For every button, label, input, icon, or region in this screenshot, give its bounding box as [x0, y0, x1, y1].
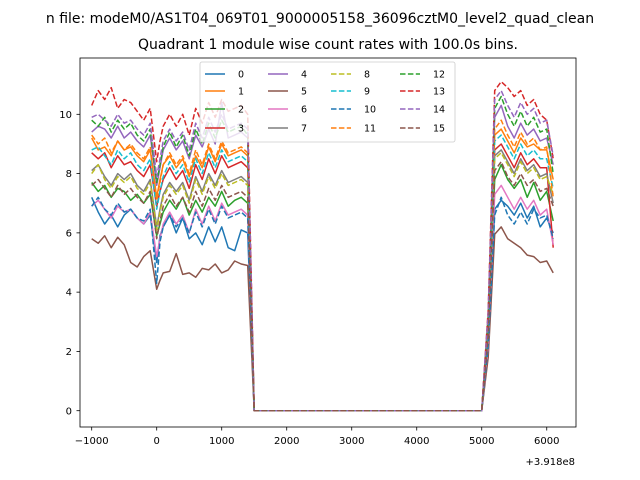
series-line-10	[91, 196, 554, 412]
series-line-2	[91, 163, 554, 412]
legend-label-0: 0	[238, 70, 244, 81]
legend-label-8: 8	[364, 70, 370, 81]
x-tick-label: 3000	[339, 436, 364, 447]
series-line-14	[91, 89, 554, 412]
y-tick-label: 6	[66, 228, 72, 239]
y-tick-label: 2	[66, 347, 72, 358]
x-tick-label: 5000	[469, 436, 494, 447]
legend-label-11: 11	[364, 124, 376, 135]
x-tick-label: 2000	[274, 436, 299, 447]
series-line-7	[91, 149, 554, 412]
x-tick-label: 0	[154, 436, 160, 447]
legend-label-5: 5	[301, 87, 307, 98]
legend-label-7: 7	[301, 124, 307, 135]
legend-label-15: 15	[433, 124, 445, 135]
chart-title: Quadrant 1 module wise count rates with …	[138, 37, 518, 53]
x-tick-label: 4000	[404, 436, 429, 447]
figure-suptitle: n file: modeM0/AS1T04_069T01_9000005158_…	[46, 11, 594, 27]
x-tick-label: −1000	[75, 436, 109, 447]
series-line-3	[91, 143, 554, 412]
legend-label-1: 1	[238, 87, 244, 98]
legend-label-12: 12	[433, 70, 445, 81]
legend-label-9: 9	[364, 87, 370, 98]
series-line-5	[91, 226, 554, 412]
series-line-9	[91, 134, 554, 412]
y-tick-label: 4	[66, 288, 72, 299]
legend-label-14: 14	[433, 105, 445, 116]
legend-label-6: 6	[301, 105, 307, 116]
y-tick-label: 8	[66, 169, 72, 180]
series-line-15	[91, 160, 554, 412]
x-axis: −1000 0 1000 2000 3000 4000 5000 6000	[75, 427, 559, 447]
legend-box	[199, 61, 456, 143]
y-axis: 0 2 4 6 8 10	[59, 110, 80, 417]
x-tick-label: 6000	[534, 436, 559, 447]
legend-label-3: 3	[238, 124, 244, 135]
series-line-11	[91, 119, 554, 412]
series-line-1	[91, 128, 554, 412]
series-lines	[91, 80, 554, 412]
x-offset-label: +3.918e8	[525, 457, 575, 468]
x-tick-label: 1000	[209, 436, 234, 447]
legend-label-4: 4	[301, 70, 307, 81]
legend-label-13: 13	[433, 87, 445, 98]
y-tick-label: 0	[66, 406, 72, 417]
legend-label-10: 10	[364, 105, 376, 116]
series-line-8	[91, 152, 554, 412]
legend-label-2: 2	[238, 105, 244, 116]
axes-frame	[79, 57, 577, 428]
y-tick-label: 10	[59, 110, 72, 121]
